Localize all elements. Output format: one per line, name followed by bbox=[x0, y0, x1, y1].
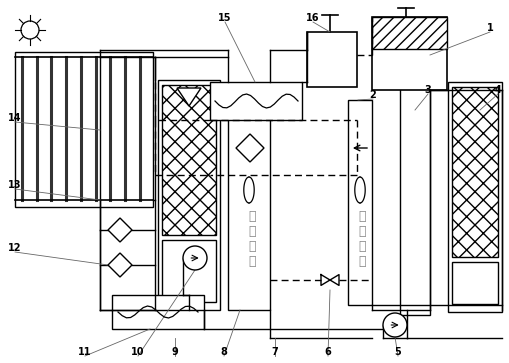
Text: 4: 4 bbox=[494, 85, 500, 95]
Bar bbox=[210, 82, 301, 120]
Text: 1: 1 bbox=[486, 23, 492, 33]
Polygon shape bbox=[177, 88, 201, 106]
Polygon shape bbox=[236, 134, 264, 162]
Bar bbox=[158, 80, 219, 310]
Text: 11: 11 bbox=[78, 347, 92, 357]
Text: 9: 9 bbox=[172, 347, 178, 357]
Bar bbox=[306, 32, 356, 87]
Bar bbox=[112, 295, 204, 329]
Polygon shape bbox=[108, 253, 132, 277]
Text: 7: 7 bbox=[271, 347, 278, 357]
Text: 12: 12 bbox=[8, 243, 22, 253]
Text: 16: 16 bbox=[305, 13, 319, 23]
Bar bbox=[447, 82, 501, 312]
Text: 13: 13 bbox=[8, 180, 22, 190]
Bar bbox=[451, 262, 497, 304]
Text: 10: 10 bbox=[131, 347, 145, 357]
Text: 8: 8 bbox=[220, 347, 227, 357]
Bar bbox=[162, 240, 216, 302]
Bar bbox=[347, 100, 371, 305]
Text: 室
外
空
气: 室 外 空 气 bbox=[248, 210, 255, 268]
Bar bbox=[371, 17, 446, 49]
Circle shape bbox=[21, 21, 39, 39]
Bar bbox=[371, 17, 446, 90]
Text: 14: 14 bbox=[8, 113, 22, 123]
Bar bbox=[15, 52, 153, 207]
Bar bbox=[399, 85, 429, 315]
Text: 6: 6 bbox=[324, 347, 331, 357]
Text: 5: 5 bbox=[394, 347, 401, 357]
Text: 3: 3 bbox=[424, 85, 431, 95]
Text: 2: 2 bbox=[369, 90, 376, 100]
Text: 15: 15 bbox=[218, 13, 231, 23]
Circle shape bbox=[183, 246, 207, 270]
Bar bbox=[451, 87, 497, 257]
Polygon shape bbox=[108, 218, 132, 242]
Bar bbox=[162, 85, 216, 235]
Bar bbox=[228, 95, 269, 310]
Text: 室
内
空
气: 室 内 空 气 bbox=[357, 210, 365, 268]
Circle shape bbox=[382, 313, 406, 337]
